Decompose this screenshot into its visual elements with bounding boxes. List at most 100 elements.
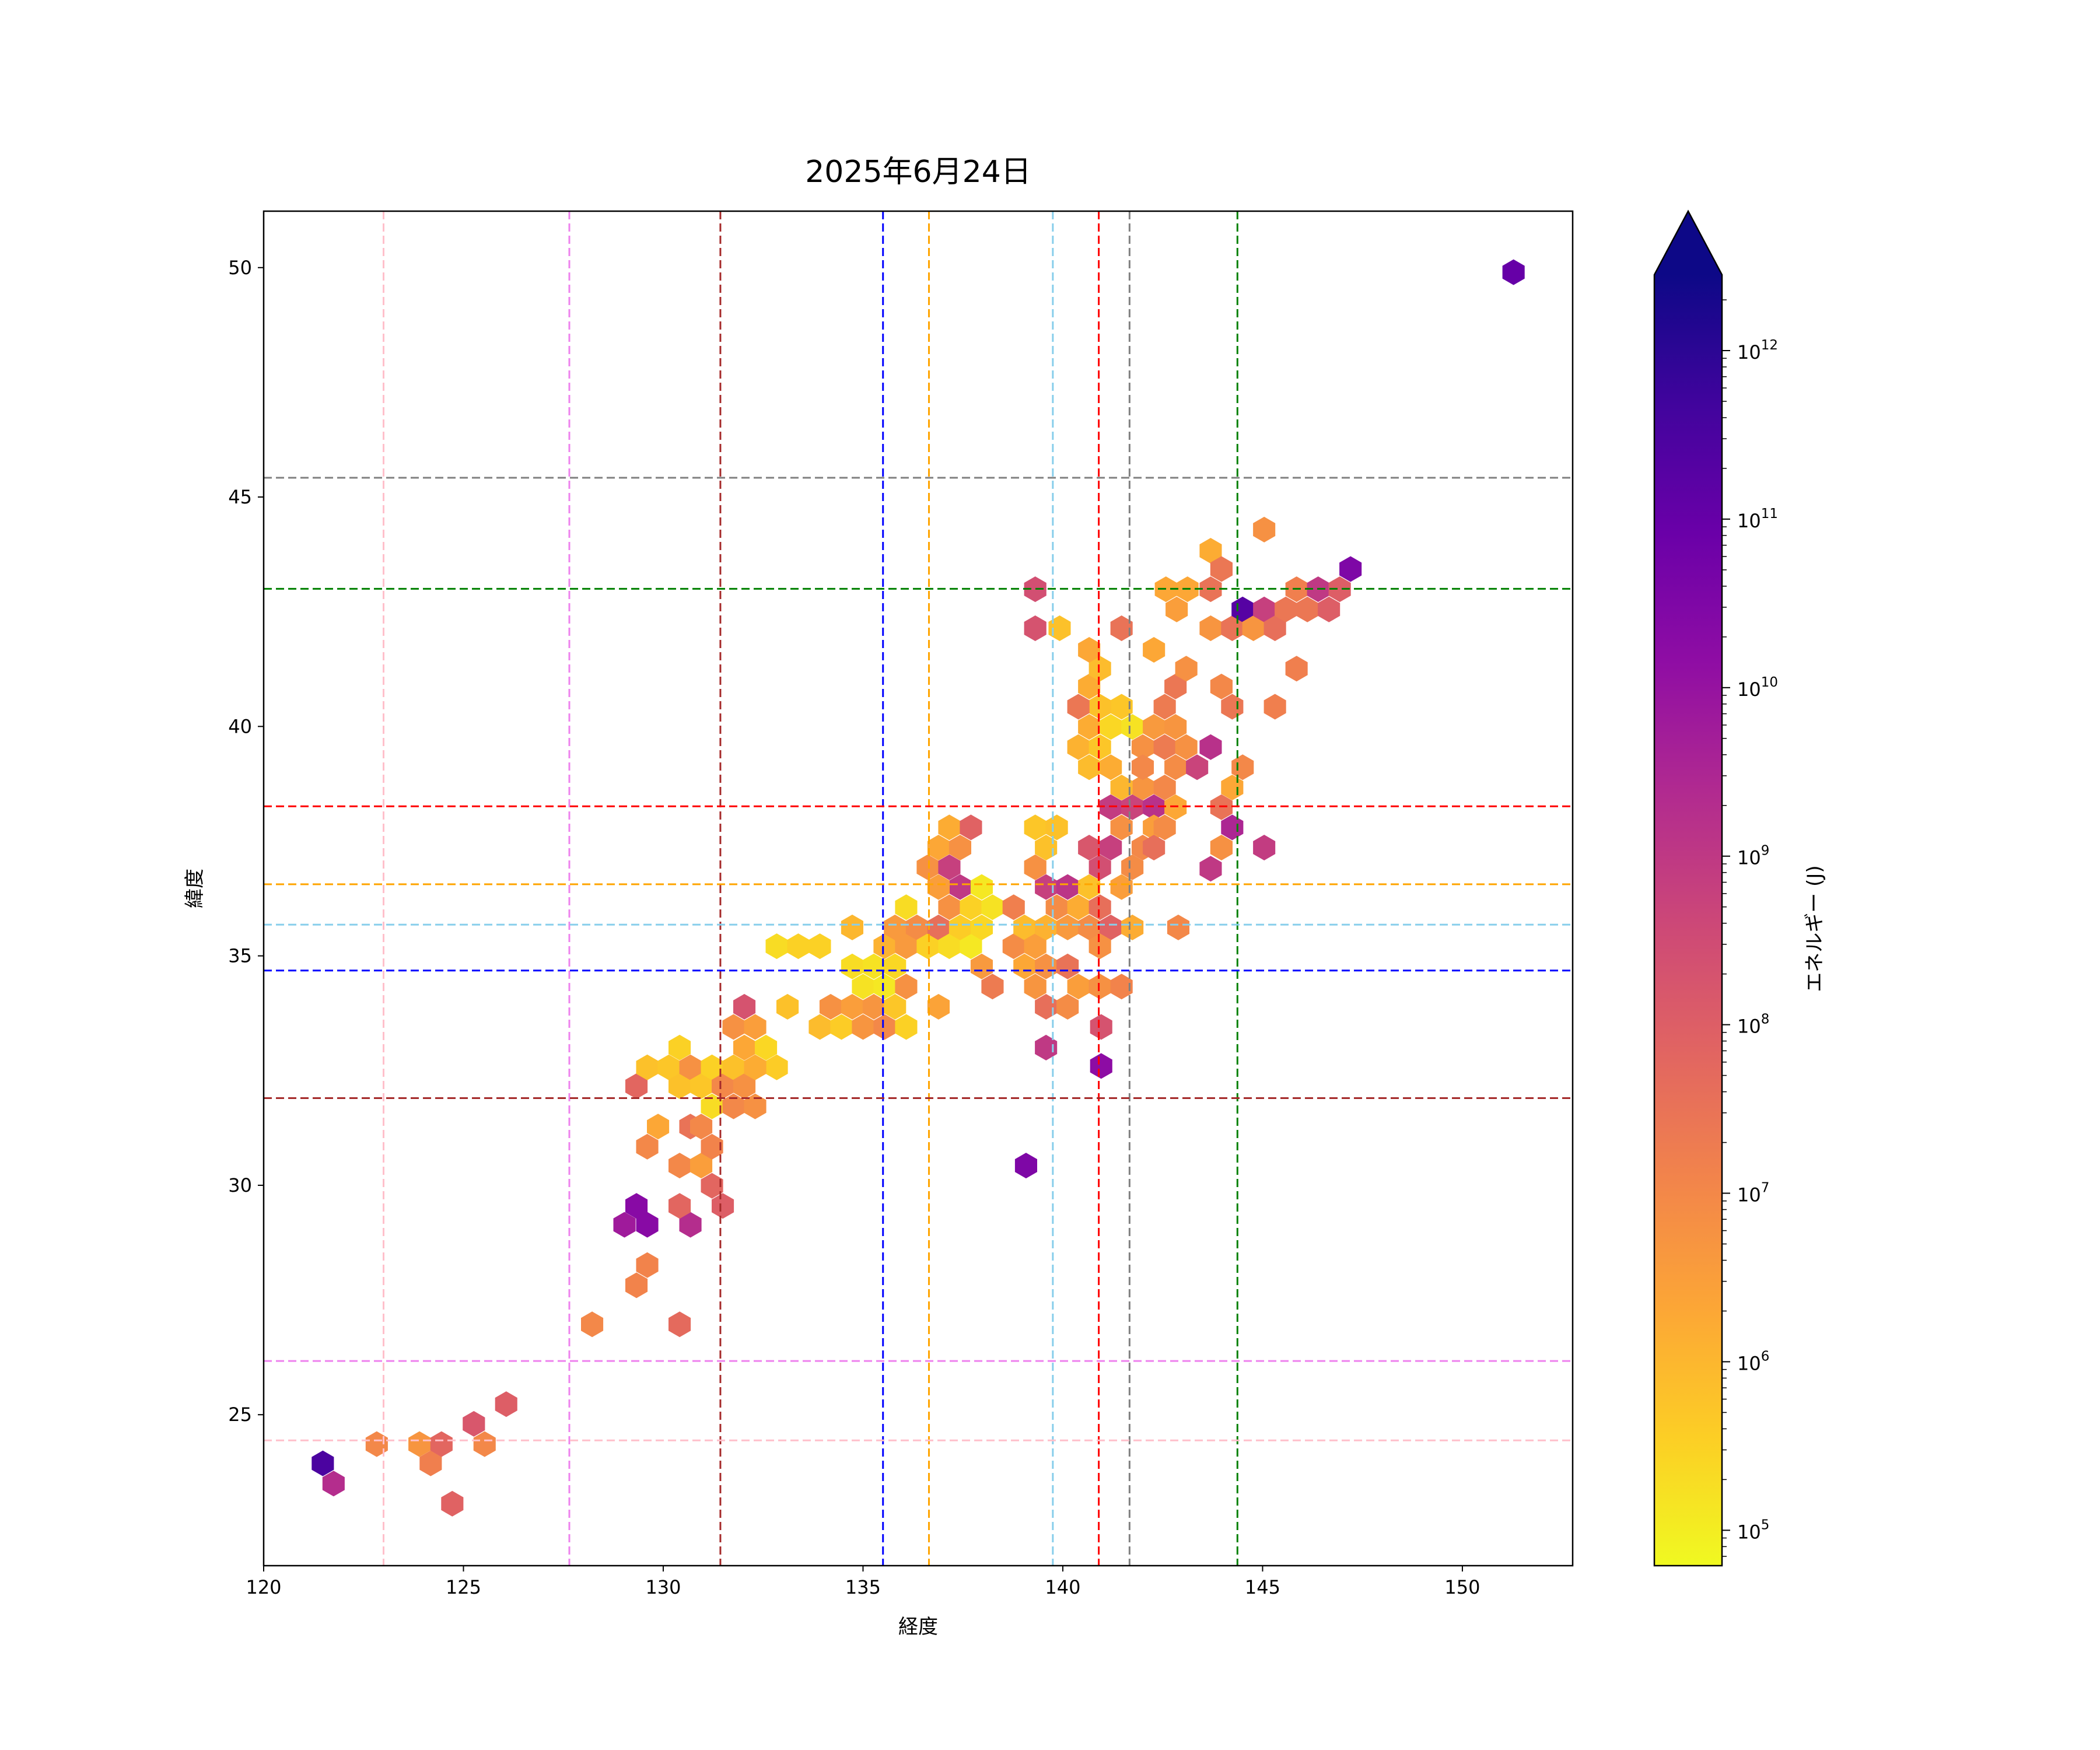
hexbin-cell — [636, 1054, 659, 1080]
hexbin-cell — [852, 1014, 874, 1040]
hexbin-cell — [895, 974, 918, 1000]
hexbin-cell — [1035, 835, 1058, 860]
y-tick-label: 35 — [228, 945, 252, 967]
colorbar-tick-exponent: 10 — [1761, 675, 1778, 690]
hexbin-cell — [1024, 974, 1046, 1000]
hexbin-cell — [819, 993, 842, 1020]
hexbin-cell — [1078, 914, 1101, 940]
hexbin-cell — [1024, 814, 1046, 841]
hexbin-cell — [970, 874, 993, 900]
hexbin-cell — [733, 1073, 756, 1099]
hexbin-cell — [1210, 794, 1233, 820]
hexbin-cell — [1121, 854, 1144, 880]
hexbin-cell — [1110, 694, 1133, 720]
hexbin-cell — [1088, 974, 1111, 1000]
hexbin-cell — [1024, 933, 1046, 960]
hexbin-cell — [1502, 259, 1525, 285]
hexbin-cell — [1121, 714, 1144, 740]
x-tick-label: 120 — [246, 1576, 281, 1598]
hexbin-cell — [938, 814, 961, 841]
hexbin-cell — [1088, 656, 1111, 682]
x-tick-label: 140 — [1045, 1576, 1080, 1598]
hexbin-cell — [970, 914, 993, 940]
hexbin-cell — [1153, 694, 1176, 720]
hexbin-cell — [830, 1014, 853, 1040]
hexbin-cell — [884, 914, 907, 940]
y-tick-label: 25 — [228, 1404, 252, 1426]
hexbin-cell — [1131, 775, 1154, 800]
hexbin-cell — [701, 1133, 723, 1160]
hexbin-cell — [1164, 754, 1187, 780]
hexbin-cell — [765, 1054, 788, 1080]
plot-frame — [262, 210, 1574, 1567]
hexbin-cell — [1253, 596, 1276, 622]
hexbin-cell — [949, 874, 971, 900]
hexbin-cell — [1164, 673, 1187, 699]
hexbin-cell — [1221, 814, 1244, 841]
hexbin-cell — [1067, 734, 1090, 760]
colorbar-tick-base: 10 — [1737, 1016, 1761, 1038]
hexbin-cell — [744, 1093, 766, 1119]
hexbin-cell — [1035, 993, 1058, 1020]
hexbin-cell — [430, 1431, 453, 1457]
hexbin-cell — [679, 1054, 702, 1080]
hexbin-cell — [701, 1093, 723, 1119]
x-axis: 120 125 130 135 140 145 150 — [246, 1566, 1480, 1598]
hexbin-cell — [1045, 894, 1068, 921]
hexbin-cell — [916, 854, 939, 880]
hexbin-cell — [1143, 637, 1166, 663]
hexbin-cell — [625, 1073, 648, 1099]
hexbin-cell — [1100, 835, 1122, 860]
colorbar-label: エネルギー (J) — [1803, 865, 1826, 992]
hexbin-cell — [1131, 734, 1154, 760]
colorbar-tick-label: 105 — [1737, 1517, 1769, 1543]
hexbin-cell — [755, 1034, 778, 1060]
hexbin-cell — [690, 1153, 713, 1179]
hexbin-cell — [1088, 894, 1111, 921]
hexbin-cell — [668, 1073, 691, 1099]
hexbin-cell — [841, 953, 863, 979]
hexbin-cell — [712, 1193, 734, 1219]
hexbin-cell — [1100, 914, 1122, 940]
hexbin-cell — [419, 1450, 442, 1476]
hexbin-cell — [690, 1073, 713, 1099]
hexbin-cell — [744, 1054, 766, 1080]
colorbar-tick-exponent: 7 — [1761, 1181, 1770, 1196]
hexbin-cell — [1210, 835, 1233, 860]
hexbin-cell — [884, 953, 907, 979]
colorbar-tick-exponent: 9 — [1761, 844, 1770, 859]
hexbin-cell — [873, 974, 896, 1000]
hexbin-cell — [938, 854, 961, 880]
hexbin-cell — [1088, 854, 1111, 880]
hexbin-cell — [938, 894, 961, 921]
hexbin-cell — [1035, 953, 1058, 979]
hexbin-cell — [765, 933, 788, 960]
hexbin-cell — [722, 1054, 745, 1080]
colorbar-tick-label: 109 — [1737, 844, 1769, 869]
x-tick-label: 150 — [1444, 1576, 1480, 1598]
x-tick-label: 130 — [645, 1576, 681, 1598]
hexbin-cell — [1110, 615, 1133, 641]
hexbin-cell — [1056, 993, 1079, 1020]
hexbin-cell — [733, 993, 756, 1020]
hexbin-cell — [960, 894, 982, 921]
hexbin-cell — [862, 993, 885, 1020]
hexbin-cell — [1088, 694, 1111, 720]
hexbin-cell — [701, 1054, 723, 1080]
hexbin-cell — [927, 914, 950, 940]
hexbin-cell — [636, 1252, 659, 1278]
hexbin-cell — [1199, 734, 1222, 760]
hexbin-cell — [668, 1193, 691, 1219]
hexbin-cell — [916, 933, 939, 960]
hexbin-cell — [1210, 556, 1233, 582]
hexbin-cell — [441, 1490, 464, 1517]
colorbar-tick-label: 106 — [1737, 1349, 1769, 1374]
colorbar-tick-base: 10 — [1737, 510, 1761, 532]
hexbin-cell — [884, 993, 907, 1020]
hexbin-cell — [312, 1450, 334, 1476]
hexbin-cell — [895, 894, 918, 921]
hexbin-cell — [1153, 814, 1176, 841]
hexbin-cell — [1067, 694, 1090, 720]
hexbin-cell — [701, 1172, 723, 1199]
